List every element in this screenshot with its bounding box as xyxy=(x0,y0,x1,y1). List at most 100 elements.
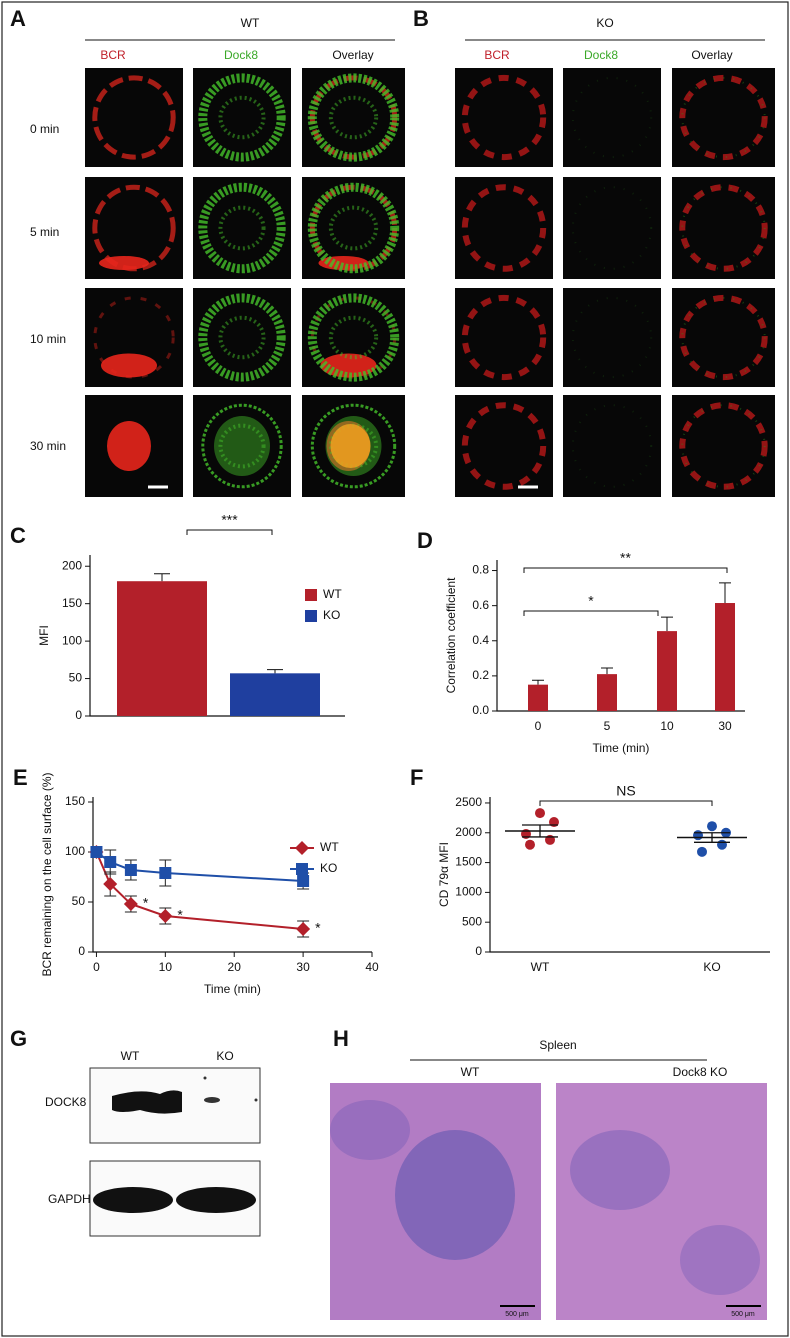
point xyxy=(707,821,717,832)
x-tick-label: 0 xyxy=(93,960,100,974)
annotation: NS xyxy=(616,783,635,799)
y-tick-label: 0.2 xyxy=(472,668,489,682)
error-bar xyxy=(694,832,730,843)
y-tick-label: 50 xyxy=(69,671,83,685)
bracket xyxy=(186,529,273,535)
scale-label: 500 μm xyxy=(731,1311,755,1318)
y-tick-label: 2000 xyxy=(455,825,482,839)
micrograph xyxy=(85,68,183,167)
y-axis-label: MFI xyxy=(37,625,51,646)
cell-signal xyxy=(99,256,149,270)
x-tick-label: 10 xyxy=(159,960,173,974)
blot-band xyxy=(176,1187,256,1213)
y-tick-label: 0 xyxy=(475,944,482,958)
error-bar xyxy=(601,667,613,675)
y-tick-label: 0.0 xyxy=(472,703,489,717)
legend-swatch xyxy=(305,589,317,601)
micrograph xyxy=(672,395,775,497)
marker xyxy=(159,867,172,879)
group-title: WT xyxy=(241,16,260,30)
y-tick-label: 2500 xyxy=(455,795,482,809)
micrograph xyxy=(193,288,291,387)
micrograph xyxy=(455,288,553,387)
panel-label: A xyxy=(10,6,26,31)
cell-signal xyxy=(93,296,175,379)
error-bar xyxy=(522,824,558,838)
cell-signal xyxy=(681,296,766,379)
panel-label: B xyxy=(413,6,429,31)
image-title: WT xyxy=(461,1065,480,1079)
bracket xyxy=(523,567,728,573)
point xyxy=(697,846,707,857)
lane-label: WT xyxy=(121,1049,140,1063)
cell-signal xyxy=(214,416,270,476)
bracket xyxy=(539,800,713,806)
y-tick-label: 150 xyxy=(62,596,82,610)
cell-signal xyxy=(328,315,379,360)
x-tick-label: 30 xyxy=(296,960,310,974)
x-axis-label: Time (min) xyxy=(204,982,261,996)
column-label: Overlay xyxy=(691,48,732,62)
cell-signal xyxy=(307,73,400,162)
x-tick-label: 40 xyxy=(365,960,379,974)
blot-band xyxy=(93,1187,173,1213)
cell-signal xyxy=(307,182,400,274)
scale-label: 500 μm xyxy=(505,1311,529,1318)
micrograph xyxy=(563,395,661,497)
cell-signal xyxy=(679,402,768,490)
panel-label: C xyxy=(10,523,26,548)
micrograph xyxy=(672,177,775,279)
x-axis-label: Time (min) xyxy=(593,741,650,755)
tissue xyxy=(330,1100,410,1160)
row-label: 30 min xyxy=(30,439,66,453)
annotation: * xyxy=(143,895,149,911)
error-bar xyxy=(532,679,544,685)
annotation: * xyxy=(588,593,594,609)
x-tick-label: KO xyxy=(703,960,720,974)
marker xyxy=(297,875,310,887)
cell-signal xyxy=(218,423,266,469)
bar xyxy=(657,631,677,711)
y-tick-label: 1500 xyxy=(455,855,482,869)
cell-signal xyxy=(218,315,266,360)
error-bar xyxy=(267,669,283,674)
marker xyxy=(296,922,311,936)
micrograph xyxy=(563,68,661,167)
image-title: Dock8 KO xyxy=(673,1065,728,1079)
bar xyxy=(528,684,548,711)
cell-signal xyxy=(681,186,766,270)
blot-band xyxy=(204,1097,220,1103)
annotation: *** xyxy=(221,512,238,528)
legend-label: KO xyxy=(323,608,340,622)
speck xyxy=(203,1076,207,1080)
cell-signal xyxy=(320,353,377,378)
panel-label: D xyxy=(417,528,433,553)
cell-signal xyxy=(679,184,768,272)
y-tick-label: 0.4 xyxy=(472,633,489,647)
cell-signal xyxy=(571,186,653,270)
blot-label: DOCK8 xyxy=(45,1095,87,1109)
micrograph xyxy=(455,68,553,167)
lane-label: KO xyxy=(216,1049,233,1063)
y-tick-label: 500 xyxy=(462,914,482,928)
cell-signal xyxy=(461,74,547,161)
annotation: * xyxy=(177,907,183,923)
y-axis-label: BCR remaining on the cell surface (%) xyxy=(40,772,54,976)
y-tick-label: 0 xyxy=(78,944,85,958)
bracket xyxy=(523,610,659,616)
bar xyxy=(715,603,735,711)
micrograph xyxy=(563,177,661,279)
x-tick-label: 0 xyxy=(535,719,542,733)
point xyxy=(693,830,703,841)
row-label: 10 min xyxy=(30,332,66,346)
cell-signal xyxy=(198,73,286,162)
panel-label: H xyxy=(333,1026,349,1051)
y-tick-label: 50 xyxy=(72,894,86,908)
legend-label: WT xyxy=(320,840,339,854)
x-tick-label: 30 xyxy=(718,719,732,733)
cell-signal xyxy=(679,294,768,381)
error-bar xyxy=(154,573,170,582)
panel-label: F xyxy=(410,765,423,790)
micrograph xyxy=(193,395,291,497)
